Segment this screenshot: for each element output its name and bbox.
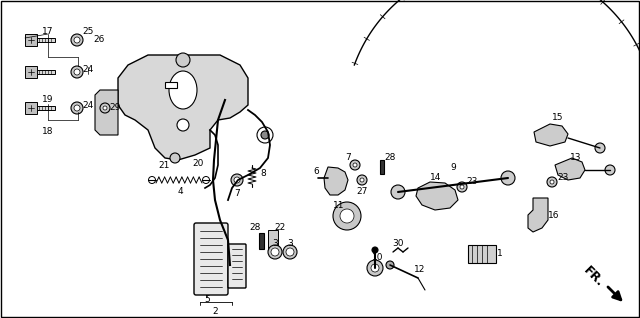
Circle shape [353,163,357,167]
Circle shape [550,180,554,184]
Text: 3: 3 [287,239,293,248]
Text: 8: 8 [260,169,266,177]
Text: 1: 1 [497,250,503,259]
Text: 18: 18 [42,128,54,136]
Bar [468,245,496,263]
Circle shape [271,248,279,256]
Circle shape [71,34,83,46]
Text: 30: 30 [392,238,404,247]
Circle shape [350,160,360,170]
Text: 6: 6 [313,168,319,176]
Circle shape [261,131,269,139]
Text: 4: 4 [177,188,183,197]
Bar [25,102,37,114]
Circle shape [595,143,605,153]
Polygon shape [95,90,118,135]
Circle shape [386,261,394,269]
Circle shape [234,177,240,183]
Circle shape [283,245,297,259]
Circle shape [103,106,107,110]
Circle shape [268,245,282,259]
Text: 25: 25 [83,27,93,37]
Text: 19: 19 [42,95,54,105]
Polygon shape [324,167,348,195]
Text: 27: 27 [356,188,368,197]
Text: 23: 23 [557,172,569,182]
Circle shape [176,53,190,67]
Ellipse shape [169,71,197,109]
Text: 7: 7 [234,189,240,197]
Text: 3: 3 [272,239,278,248]
Bar [37,70,55,74]
Text: 21: 21 [158,161,170,169]
Text: 23: 23 [467,176,477,185]
Circle shape [71,66,83,78]
Circle shape [257,127,273,143]
Text: 14: 14 [430,174,442,183]
Circle shape [360,178,364,182]
Circle shape [100,103,110,113]
FancyBboxPatch shape [228,244,246,288]
Circle shape [340,209,354,223]
Circle shape [74,69,80,75]
Circle shape [357,175,367,185]
Text: 12: 12 [414,266,426,274]
Circle shape [547,177,557,187]
Bar [380,160,384,174]
Polygon shape [555,158,585,180]
Polygon shape [528,198,548,232]
Circle shape [367,260,383,276]
Text: 2: 2 [212,308,218,316]
Text: FR.: FR. [581,264,607,290]
Text: 16: 16 [548,211,560,220]
Circle shape [605,165,615,175]
Text: 20: 20 [192,158,204,168]
Text: 13: 13 [570,153,582,162]
FancyBboxPatch shape [194,223,228,295]
Circle shape [74,105,80,111]
Bar [37,38,55,42]
Text: 9: 9 [450,163,456,172]
Circle shape [231,174,243,186]
Text: 5: 5 [204,295,210,305]
Text: 24: 24 [83,66,93,74]
Circle shape [391,185,405,199]
Text: 17: 17 [42,27,54,37]
Text: 24: 24 [83,101,93,110]
Bar [165,82,177,88]
Polygon shape [534,124,568,146]
Bar [25,34,37,46]
Circle shape [501,171,515,185]
Bar [259,233,264,249]
Circle shape [74,37,80,43]
Bar [268,230,278,250]
Text: 11: 11 [333,201,345,210]
Polygon shape [416,182,458,210]
Circle shape [457,182,467,192]
Circle shape [460,185,464,189]
Circle shape [371,264,379,272]
Circle shape [286,248,294,256]
Text: 29: 29 [109,103,121,113]
Text: 7: 7 [345,154,351,162]
Circle shape [333,202,361,230]
Text: 15: 15 [552,114,564,122]
Circle shape [177,119,189,131]
Circle shape [372,247,378,253]
Circle shape [71,102,83,114]
Text: 26: 26 [93,36,105,45]
Bar [37,106,55,110]
Text: 22: 22 [275,224,285,232]
Bar [25,66,37,78]
Text: 28: 28 [384,153,396,162]
Circle shape [170,153,180,163]
Text: 28: 28 [250,224,260,232]
Polygon shape [118,55,248,160]
Text: 10: 10 [372,253,384,262]
